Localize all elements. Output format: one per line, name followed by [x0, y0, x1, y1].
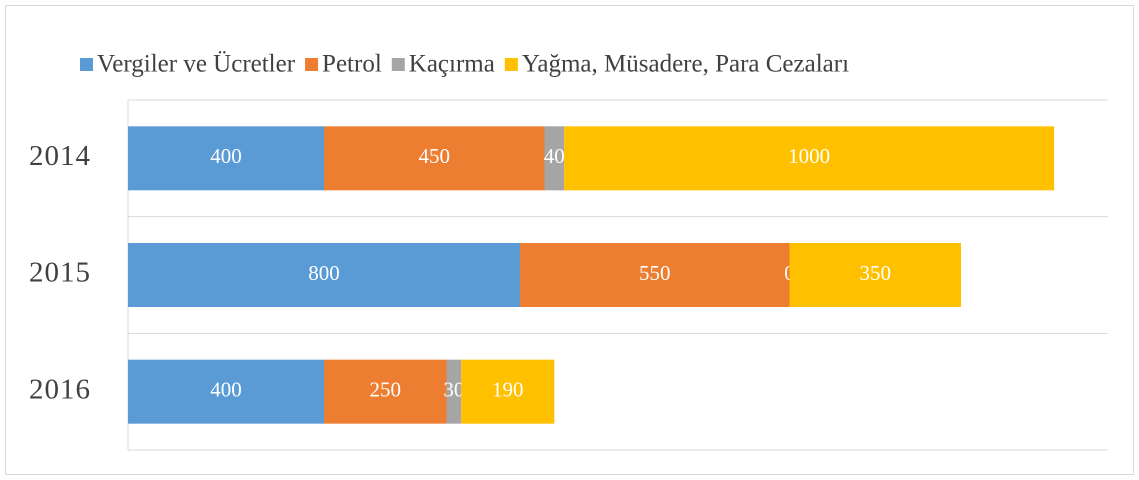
- data-label: 400: [210, 377, 242, 401]
- legend-swatch: [504, 58, 518, 71]
- y-tick-label: 2016: [29, 373, 91, 405]
- bar-segment: [461, 359, 555, 424]
- legend-label: Vergiler ve Ücretler: [97, 51, 296, 78]
- bar-segment: [324, 126, 545, 191]
- data-label: 190: [492, 377, 524, 401]
- y-tick-label: 2014: [29, 140, 91, 172]
- data-label: 800: [308, 261, 340, 285]
- legend-swatch: [391, 58, 405, 71]
- legend-label: Petrol: [322, 51, 382, 78]
- bar-segment: [324, 359, 447, 424]
- bar-segment: [128, 126, 324, 191]
- data-label: 350: [860, 261, 892, 285]
- bar-segment: [128, 243, 520, 307]
- data-label: 250: [370, 377, 402, 401]
- data-label: 40: [544, 144, 565, 168]
- legend-swatch: [80, 58, 93, 71]
- bar-segment: [128, 359, 324, 424]
- bar-segment: [446, 359, 462, 424]
- bar-segment: [544, 126, 565, 191]
- data-label: 30: [443, 377, 464, 401]
- data-label: 400: [210, 144, 242, 168]
- legend-swatch: [305, 58, 319, 71]
- bar-segment: [564, 126, 1055, 191]
- bar-segment: [789, 243, 961, 307]
- data-label: 550: [639, 261, 671, 285]
- data-label: 450: [419, 144, 451, 168]
- bar-segment: [520, 243, 790, 307]
- data-label: 1000: [788, 144, 830, 168]
- legend-label: Kaçırma: [409, 51, 495, 78]
- legend-label: Yağma, Müsadere, Para Cezaları: [522, 51, 849, 78]
- y-tick-label: 2015: [29, 257, 91, 289]
